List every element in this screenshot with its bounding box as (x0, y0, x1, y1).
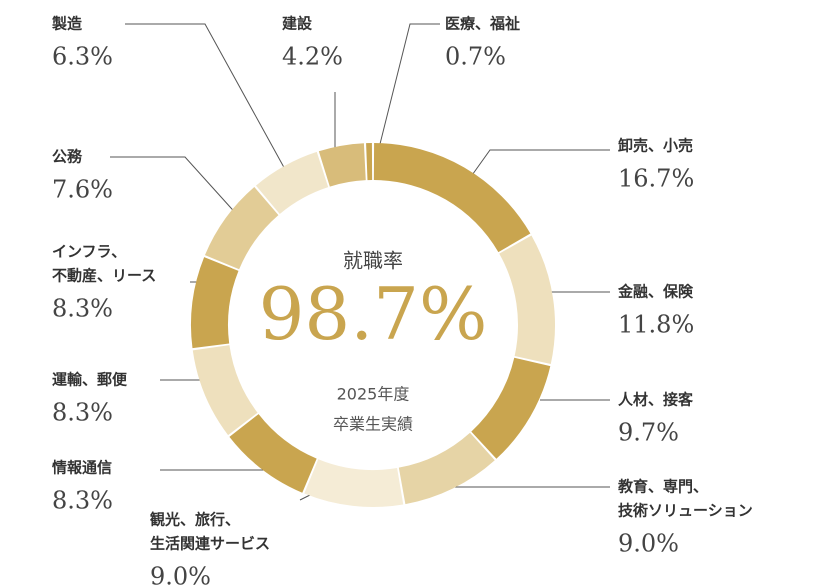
donut-segment (398, 432, 495, 505)
segment-name: 建設 (282, 15, 313, 33)
segment-value: 8.3% (52, 399, 113, 427)
donut-segment (304, 459, 404, 507)
segment-value: 9.0% (618, 530, 679, 558)
segment-value: 7.6% (52, 176, 113, 204)
segment-name: 医療、福祉 (445, 15, 520, 33)
segment-value: 11.8% (618, 311, 694, 339)
segment-value: 9.7% (618, 419, 679, 447)
donut-segment (192, 345, 258, 436)
donut-segment (373, 143, 531, 253)
segment-name: インフラ、 (52, 243, 126, 261)
donut-segment (499, 235, 556, 364)
segment-value: 6.3% (52, 43, 113, 71)
segment-name: 製造 (51, 15, 82, 33)
segment-name: 人材、接客 (618, 391, 694, 409)
donut-segment (255, 151, 329, 214)
segment-name: 運輸、郵便 (52, 371, 128, 389)
segment-value: 0.7% (445, 43, 506, 71)
donut-segment (471, 357, 551, 459)
donut-segment (190, 257, 239, 349)
leader (469, 149, 610, 179)
segment-name: 技術ソリューション (618, 502, 753, 520)
segment-name: 不動産、リース (52, 267, 156, 285)
segment-name: 情報通信 (52, 459, 112, 477)
segment-value: 8.3% (52, 295, 113, 323)
segment-name: 教育、専門、 (617, 478, 708, 496)
donut-segment (229, 414, 317, 493)
segment-value: 8.3% (52, 487, 113, 515)
leader (125, 23, 293, 183)
donut-segment (318, 143, 366, 187)
center-value: 98.7% (259, 272, 488, 356)
leader (110, 156, 241, 219)
leader (377, 23, 440, 153)
segment-name: 卸売、小売 (618, 137, 693, 155)
segment-name: 公務 (52, 148, 83, 166)
segment-value: 4.2% (282, 43, 343, 71)
segment-name: 金融、保険 (617, 283, 694, 301)
center-subtitle: 2025年度 (337, 385, 410, 404)
segment-name: 観光、旅行、 (150, 511, 240, 529)
donut-segment (366, 143, 373, 181)
center-subtitle: 卒業生実績 (333, 415, 413, 434)
center-title: 就職率 (343, 249, 403, 273)
segment-value: 16.7% (618, 165, 694, 193)
donut-segment (204, 187, 279, 270)
segment-value: 9.0% (150, 563, 211, 588)
segment-name: 生活関連サービス (150, 535, 270, 553)
